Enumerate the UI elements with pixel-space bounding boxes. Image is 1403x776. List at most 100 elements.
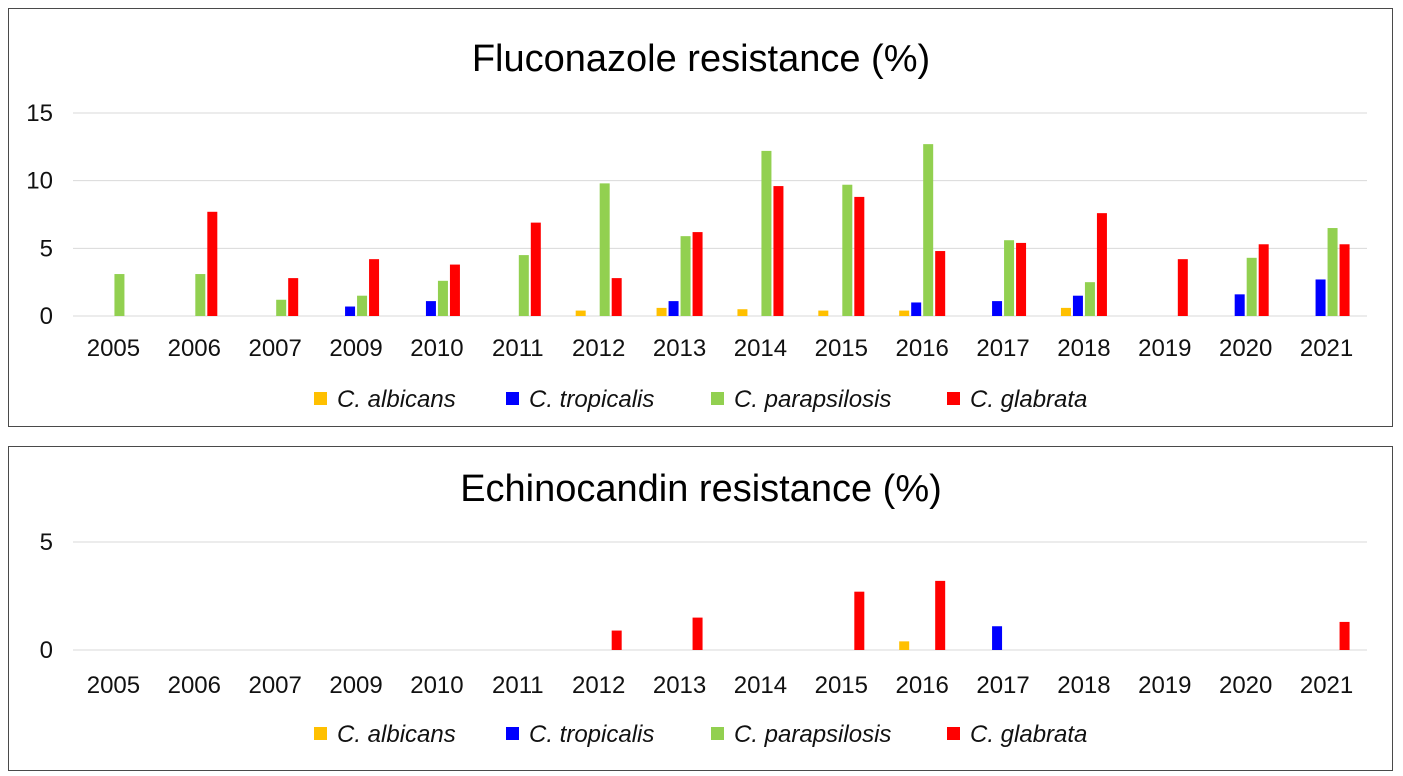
bar (854, 591, 865, 650)
bar (288, 278, 299, 316)
x-tick-label: 2018 (1057, 672, 1110, 699)
legend-label: C. albicans (337, 386, 456, 413)
legend-label: C. tropicalis (529, 386, 654, 413)
bar (668, 301, 679, 316)
bar (899, 310, 910, 316)
bar (276, 299, 287, 316)
x-tick-label: 2012 (572, 672, 625, 699)
x-tick-label: 2010 (410, 335, 463, 362)
x-tick-label: 2007 (248, 672, 301, 699)
bar (656, 307, 667, 316)
x-tick-label: 2019 (1138, 335, 1191, 362)
chart-title: Echinocandin resistance (%) (460, 468, 942, 510)
bar (911, 302, 922, 316)
bar (345, 306, 356, 316)
x-tick-label: 2006 (168, 672, 221, 699)
x-tick-label: 2005 (87, 672, 140, 699)
bar (611, 630, 622, 650)
x-tick-label: 2014 (734, 672, 787, 699)
bar (1315, 279, 1326, 316)
legend-label: C. glabrata (970, 386, 1087, 413)
bar (854, 196, 865, 316)
x-tick-label: 2005 (87, 335, 140, 362)
x-tick-label: 2013 (653, 672, 706, 699)
x-tick-label: 2021 (1300, 672, 1353, 699)
legend-swatch (711, 392, 724, 405)
x-tick-label: 2019 (1138, 672, 1191, 699)
legend-label: C. glabrata (970, 721, 1087, 748)
legend-swatch (947, 392, 960, 405)
chart-title: Fluconazole resistance (%) (472, 38, 930, 80)
bar (818, 310, 829, 316)
bar (114, 274, 125, 316)
x-tick-label: 2011 (492, 672, 544, 699)
fluconazole-chart: Fluconazole resistance (%) 0 5 10 15 2005 2006… (26, 38, 1367, 413)
x-tick-label: 2007 (248, 335, 301, 362)
x-tick-label: 2020 (1219, 672, 1272, 699)
bar (195, 274, 206, 316)
legend-swatch (711, 727, 724, 740)
bar (935, 580, 946, 650)
y-tick-label: 5 (40, 235, 53, 262)
y-tick-label: 10 (26, 168, 53, 195)
bar (1072, 295, 1083, 316)
x-tick-label: 2012 (572, 335, 625, 362)
bar (992, 626, 1003, 650)
x-tick-label: 2009 (329, 335, 382, 362)
x-tick-label: 2009 (329, 672, 382, 699)
legend-label: C. parapsilosis (734, 386, 891, 413)
bar (1016, 242, 1027, 316)
bar (1258, 244, 1269, 316)
legend-swatch (314, 727, 327, 740)
x-tick-label: 2015 (815, 335, 868, 362)
bar (1096, 213, 1107, 316)
bar (1327, 228, 1338, 316)
x-tick-label: 2006 (168, 335, 221, 362)
y-tick-label: 0 (40, 303, 53, 330)
bar (1004, 240, 1015, 316)
bar (530, 222, 541, 316)
x-tick-label: 2018 (1057, 335, 1110, 362)
x-tick-label: 2014 (734, 335, 787, 362)
bar (992, 301, 1003, 316)
x-tick-label: 2016 (895, 672, 948, 699)
bar (680, 236, 691, 316)
bar (599, 183, 610, 316)
bar (899, 641, 910, 650)
bar (518, 255, 529, 316)
legend-label: C. albicans (337, 721, 456, 748)
bar (761, 150, 772, 316)
x-tick-label: 2015 (815, 672, 868, 699)
bar (923, 144, 934, 316)
bar (1339, 244, 1350, 316)
bar (692, 232, 703, 316)
bar (575, 310, 586, 316)
x-tick-label: 2011 (492, 335, 544, 362)
bar (773, 186, 784, 316)
bar (449, 264, 460, 316)
bar (437, 280, 448, 316)
y-tick-label: 5 (40, 529, 53, 556)
x-tick-label: 2017 (976, 672, 1029, 699)
x-tick-label: 2021 (1300, 335, 1353, 362)
bar (935, 251, 946, 316)
bar (692, 617, 703, 650)
bar (369, 259, 380, 316)
legend-swatch (506, 392, 519, 405)
x-tick-label: 2020 (1219, 335, 1272, 362)
x-tick-label: 2017 (976, 335, 1029, 362)
bar (357, 295, 368, 316)
x-tick-label: 2010 (410, 672, 463, 699)
bar (1084, 282, 1095, 316)
bar (1060, 307, 1071, 316)
legend-label: C. parapsilosis (734, 721, 891, 748)
bar (425, 301, 436, 316)
x-tick-label: 2016 (895, 335, 948, 362)
bar (1339, 621, 1350, 650)
legend-swatch (506, 727, 519, 740)
legend-swatch (314, 392, 327, 405)
bar (1234, 294, 1245, 316)
legend-swatch (947, 727, 960, 740)
bar (611, 278, 622, 316)
fluconazole-chart-panel: Fluconazole resistance (%) 0 5 10 15 2005 2006… (8, 8, 1393, 427)
